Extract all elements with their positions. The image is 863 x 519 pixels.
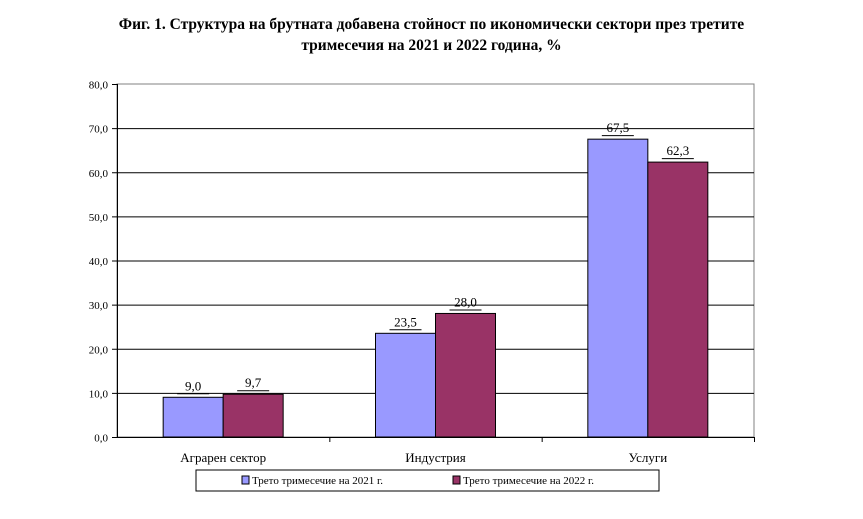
- legend: [195, 469, 660, 492]
- y-tick-label: 80,0: [89, 80, 109, 92]
- bar: [222, 393, 284, 438]
- legend-label: Трето тримесечие на 2021 г.: [252, 475, 383, 487]
- x-tick-label: Аграрен сектор: [180, 450, 266, 465]
- data-label: 67,5: [606, 120, 629, 135]
- data-label: 62,3: [666, 143, 689, 158]
- bar: [647, 161, 709, 438]
- legend-label: Трето тримесечие на 2022 г.: [463, 475, 594, 487]
- y-tick-label: 20,0: [89, 344, 109, 356]
- y-tick-label: 0,0: [94, 433, 108, 445]
- y-tick-label: 60,0: [89, 168, 109, 180]
- y-tick-label: 10,0: [89, 388, 109, 400]
- y-tick-label: 40,0: [89, 256, 109, 268]
- data-label: 28,0: [454, 294, 477, 309]
- data-label: 23,5: [394, 314, 417, 329]
- bar: [162, 396, 224, 438]
- y-tick-label: 50,0: [89, 212, 109, 224]
- x-tick-label: Индустрия: [405, 450, 466, 465]
- chart-title-line1: Фиг. 1. Структура на брутната добавена с…: [118, 16, 745, 33]
- bar: [435, 312, 496, 438]
- y-tick-label: 30,0: [89, 300, 109, 312]
- y-tick-label: 70,0: [89, 124, 109, 136]
- legend-swatch: [452, 475, 461, 485]
- chart-title: Фиг. 1. Структура на брутната добавена с…: [0, 14, 863, 56]
- bar: [587, 138, 649, 438]
- bar: [375, 332, 436, 438]
- data-label: 9,7: [245, 375, 262, 390]
- chart-title-line2: тримесечия на 2021 и 2022 година, %: [301, 37, 562, 54]
- legend-swatch: [241, 475, 250, 485]
- x-tick-label: Услуги: [628, 450, 667, 465]
- data-label: 9,0: [185, 378, 201, 393]
